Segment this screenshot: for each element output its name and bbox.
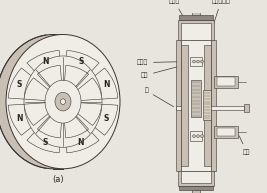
Bar xyxy=(190,57,202,66)
Bar xyxy=(244,104,249,112)
Ellipse shape xyxy=(193,135,195,138)
Text: (b): (b) xyxy=(192,177,204,185)
Bar xyxy=(181,23,211,40)
Text: N: N xyxy=(16,114,23,123)
Text: N: N xyxy=(42,57,48,66)
Bar xyxy=(211,40,216,171)
Wedge shape xyxy=(63,77,102,102)
Ellipse shape xyxy=(55,92,71,111)
Text: N: N xyxy=(78,138,84,147)
Wedge shape xyxy=(63,68,118,102)
Bar xyxy=(178,171,214,185)
Ellipse shape xyxy=(0,35,110,169)
Bar xyxy=(190,5,202,8)
Wedge shape xyxy=(8,68,63,102)
Bar xyxy=(211,106,244,110)
Bar xyxy=(176,40,181,171)
Wedge shape xyxy=(27,51,63,102)
Wedge shape xyxy=(24,77,63,102)
Ellipse shape xyxy=(193,60,195,63)
Bar xyxy=(217,77,235,86)
Bar xyxy=(178,20,214,40)
Text: 轴: 轴 xyxy=(144,88,174,107)
Ellipse shape xyxy=(6,35,120,169)
Wedge shape xyxy=(37,65,63,102)
Text: (a): (a) xyxy=(52,175,64,184)
Text: S: S xyxy=(78,57,84,66)
Text: 轴承: 轴承 xyxy=(140,64,187,78)
Bar xyxy=(214,75,238,88)
Text: 电刷: 电刷 xyxy=(239,136,250,155)
Text: 后端盖磁钢: 后端盖磁钢 xyxy=(211,0,230,33)
Ellipse shape xyxy=(197,135,199,138)
Bar xyxy=(191,80,201,118)
Bar xyxy=(179,185,213,190)
Bar xyxy=(203,90,211,120)
Bar xyxy=(217,128,235,136)
Wedge shape xyxy=(63,102,118,135)
Bar xyxy=(181,171,211,183)
Text: 前端盖: 前端盖 xyxy=(168,0,183,15)
Wedge shape xyxy=(63,65,89,102)
Bar xyxy=(181,40,211,171)
Bar xyxy=(179,15,213,20)
Wedge shape xyxy=(27,102,63,153)
Text: S: S xyxy=(42,138,48,147)
Wedge shape xyxy=(37,102,63,138)
Ellipse shape xyxy=(201,60,203,63)
Wedge shape xyxy=(8,102,63,135)
Bar xyxy=(192,190,200,193)
Text: N: N xyxy=(103,80,110,89)
Ellipse shape xyxy=(197,60,199,63)
Text: 轴承室: 轴承室 xyxy=(137,60,187,65)
Ellipse shape xyxy=(61,99,65,104)
Wedge shape xyxy=(24,102,63,126)
Wedge shape xyxy=(63,102,99,153)
Ellipse shape xyxy=(24,56,102,147)
Bar xyxy=(181,45,188,166)
Ellipse shape xyxy=(201,135,203,138)
Ellipse shape xyxy=(45,80,81,123)
Bar xyxy=(190,131,202,141)
Bar xyxy=(204,45,211,166)
Wedge shape xyxy=(63,102,89,138)
Text: 电刷: 电刷 xyxy=(0,192,1,193)
Wedge shape xyxy=(63,102,102,126)
Wedge shape xyxy=(63,51,99,102)
Text: S: S xyxy=(104,114,109,123)
Bar xyxy=(214,126,238,138)
Bar xyxy=(192,8,200,15)
Bar xyxy=(176,106,181,110)
Text: S: S xyxy=(17,80,22,89)
